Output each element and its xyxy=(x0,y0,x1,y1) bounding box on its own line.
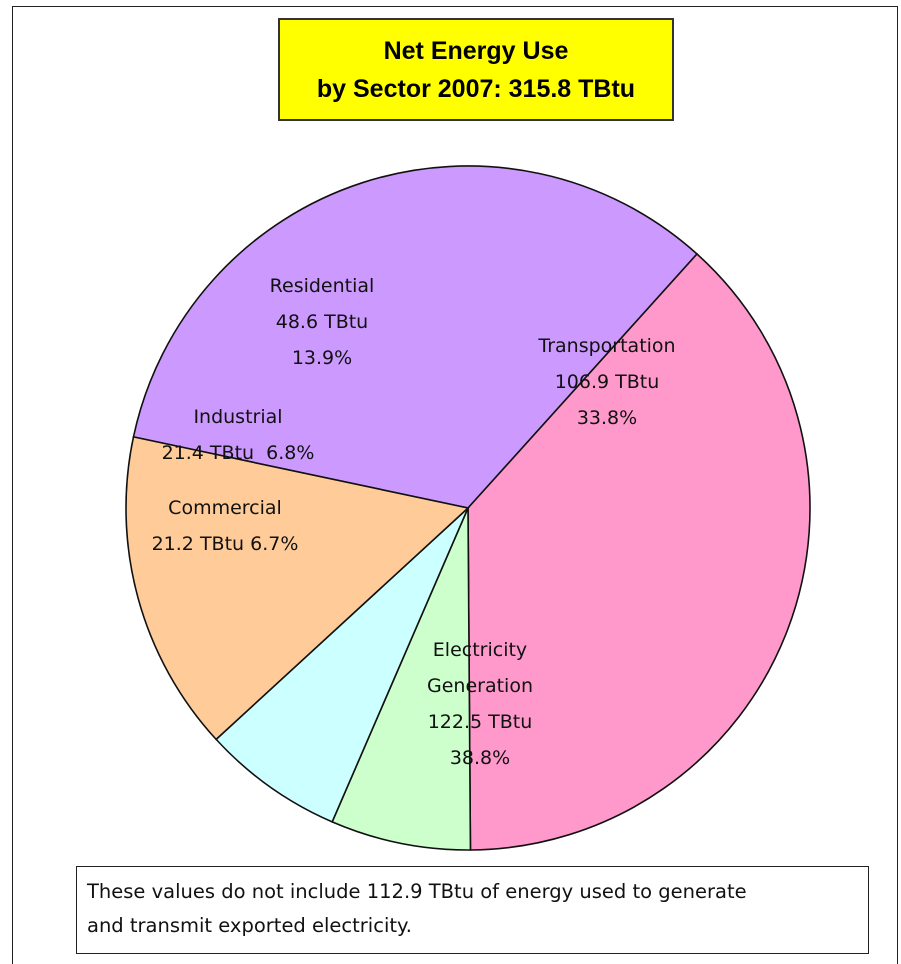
slice-label-commercial: Commercial 21.2 TBtu 6.7% xyxy=(152,497,299,555)
slice-label-electricity-generation: Electricity Generation 122.5 TBtu 38.8% xyxy=(427,639,533,769)
chart-title-line-1: Net Energy Use xyxy=(383,36,569,65)
pie-slice-residential xyxy=(125,435,470,741)
slice-label-industrial: Industrial 21.4 TBtu 6.8% xyxy=(162,406,315,464)
slice-label-transportation: Transportation 106.9 TBtu 33.8% xyxy=(537,335,675,429)
footnote-box: These values do not include 112.9 TBtu o… xyxy=(76,866,869,954)
slice-label-residential: Residential 48.6 TBtu 13.9% xyxy=(270,275,375,369)
chart-title-box: Net Energy Use by Sector 2007: 315.8 TBt… xyxy=(278,18,674,121)
footnote-line-1: These values do not include 112.9 TBtu o… xyxy=(87,880,747,903)
pie-slice-transportation xyxy=(132,165,699,509)
pie-slice-commercial xyxy=(331,507,472,851)
pie-slice-industrial xyxy=(215,507,469,823)
footnote-line-2: and transmit exported electricity. xyxy=(87,914,412,937)
pie-slice-electricity-generation xyxy=(467,252,811,851)
chart-frame xyxy=(12,6,898,964)
chart-title-line-2: by Sector 2007: 315.8 TBtu xyxy=(316,74,636,103)
